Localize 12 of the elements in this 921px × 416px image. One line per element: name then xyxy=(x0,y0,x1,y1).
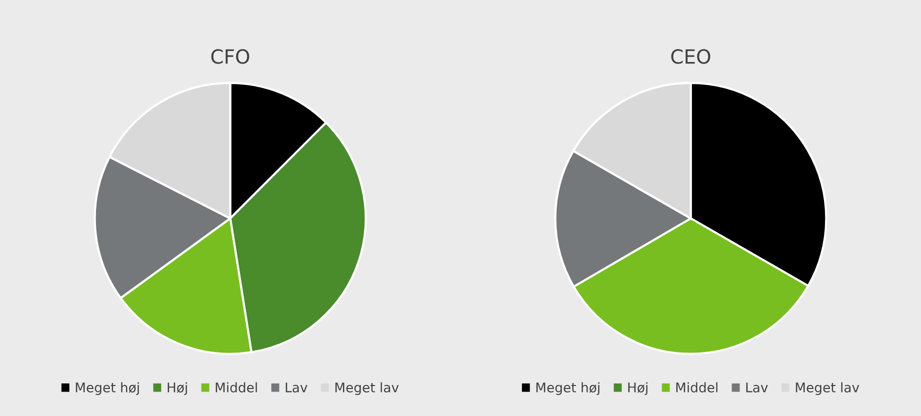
legend-label: Middel xyxy=(676,382,718,392)
legend-label: Meget høj xyxy=(536,382,600,396)
legend-label: Lav xyxy=(746,382,768,392)
legend-label: Lav xyxy=(286,382,308,392)
legend-label: Høj xyxy=(628,382,648,396)
chart-title: CEO xyxy=(671,49,710,64)
legend-label: Meget høj xyxy=(76,382,139,396)
legend-label: Meget lav xyxy=(335,382,399,396)
legend-label: Meget lav xyxy=(796,382,860,396)
chart-title: CFO xyxy=(211,49,250,64)
legend-label: Høj xyxy=(168,382,187,396)
legend-label: Middel xyxy=(216,382,257,392)
